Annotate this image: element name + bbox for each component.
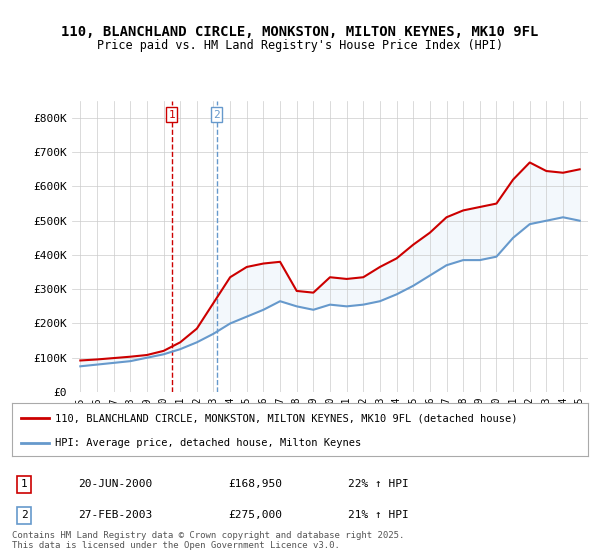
Text: 20-JUN-2000: 20-JUN-2000 [78,479,152,489]
Text: 2: 2 [214,110,220,119]
Text: 1: 1 [20,479,28,489]
Text: 27-FEB-2003: 27-FEB-2003 [78,510,152,520]
Text: 110, BLANCHLAND CIRCLE, MONKSTON, MILTON KEYNES, MK10 9FL: 110, BLANCHLAND CIRCLE, MONKSTON, MILTON… [61,25,539,39]
Text: £275,000: £275,000 [228,510,282,520]
Text: 22% ↑ HPI: 22% ↑ HPI [348,479,409,489]
Text: Price paid vs. HM Land Registry's House Price Index (HPI): Price paid vs. HM Land Registry's House … [97,39,503,52]
Text: 1: 1 [169,110,175,119]
Text: 2: 2 [20,510,28,520]
Text: 110, BLANCHLAND CIRCLE, MONKSTON, MILTON KEYNES, MK10 9FL (detached house): 110, BLANCHLAND CIRCLE, MONKSTON, MILTON… [55,413,518,423]
Text: Contains HM Land Registry data © Crown copyright and database right 2025.
This d: Contains HM Land Registry data © Crown c… [12,530,404,550]
Text: £168,950: £168,950 [228,479,282,489]
Text: HPI: Average price, detached house, Milton Keynes: HPI: Average price, detached house, Milt… [55,438,361,448]
Text: 21% ↑ HPI: 21% ↑ HPI [348,510,409,520]
